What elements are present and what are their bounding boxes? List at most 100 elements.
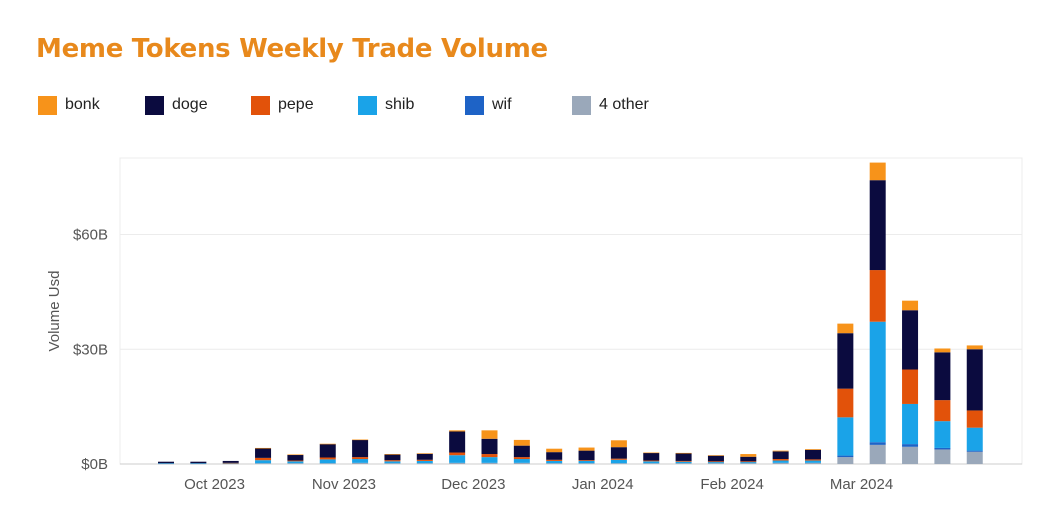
bar-segment-shib xyxy=(707,462,724,464)
bar-segment-shib xyxy=(837,417,854,456)
bar-segment-doge xyxy=(707,455,724,462)
bar-segment-doge xyxy=(578,450,595,461)
bar-segment-bonk xyxy=(513,439,530,446)
bar-segment-shib xyxy=(513,459,530,463)
bar-segment-bonk xyxy=(352,439,369,441)
bar-segment-pepe xyxy=(255,457,272,461)
bar-segment-doge xyxy=(902,310,919,370)
legend-item-doge[interactable]: doge xyxy=(145,94,208,116)
bar-segment-pepe xyxy=(287,460,304,462)
bar-segment-shib xyxy=(740,462,757,464)
bar-segment-bonk xyxy=(287,454,304,456)
bar-segment-shib xyxy=(902,403,919,445)
bar-segment-shib xyxy=(610,459,627,464)
bar-segment-bonk xyxy=(869,162,886,181)
bar-segment-doge xyxy=(675,453,692,461)
legend-label-wif: wif xyxy=(492,96,512,113)
bar-segment-doge xyxy=(805,449,821,460)
bar-segment-pepe xyxy=(513,457,530,460)
bar-segment-bonk xyxy=(319,443,336,445)
bar-segment-doge xyxy=(934,352,951,401)
bar-segment-other xyxy=(740,463,757,464)
bar-segment-pepe xyxy=(643,460,660,462)
bar-segment-bonk xyxy=(449,430,466,432)
bar-segment-bonk xyxy=(255,447,272,449)
bar-segment-pepe xyxy=(481,454,498,458)
bar-segment-doge xyxy=(416,453,433,460)
bar-segment-bonk xyxy=(546,448,563,453)
bar-segment-other xyxy=(158,463,174,465)
bar-segment-doge xyxy=(966,349,983,411)
legend-item-shib[interactable]: shib xyxy=(358,94,414,116)
bar-segment-doge xyxy=(384,454,401,461)
bar-segment-bonk xyxy=(837,323,854,334)
bar-segment-doge xyxy=(319,444,336,458)
x-tick-label: Mar 2024 xyxy=(830,476,893,493)
legend-swatch-bonk xyxy=(38,95,57,115)
legend-swatch-other xyxy=(572,95,591,115)
bar-segment-pepe xyxy=(416,459,433,461)
bar-segment-pepe xyxy=(449,452,466,456)
bar-segment-pepe xyxy=(707,461,724,463)
bar-segment-bonk xyxy=(966,345,983,350)
bar-segment-bonk xyxy=(578,447,595,451)
bar-segment-wif xyxy=(966,450,983,452)
bar-segment-other xyxy=(772,462,789,464)
legend-item-pepe[interactable]: pepe xyxy=(251,94,314,116)
x-tick-label: Jan 2024 xyxy=(572,476,634,493)
legend-item-bonk[interactable]: bonk xyxy=(38,94,100,116)
bar-segment-other xyxy=(481,462,498,464)
x-tick-label: Dec 2023 xyxy=(441,476,505,493)
bar-segment-other xyxy=(255,463,272,464)
bar-segment-bonk xyxy=(772,450,789,452)
bar-segment-wif xyxy=(934,447,951,450)
bar-segment-bonk xyxy=(902,300,919,311)
bar-segment-doge xyxy=(449,431,466,453)
legend-swatch-wif xyxy=(465,95,484,115)
bar-segment-pepe xyxy=(319,457,336,460)
legend-label-pepe: pepe xyxy=(278,96,314,113)
bar-segment-pepe xyxy=(222,462,239,464)
bar-segment-bonk xyxy=(610,440,627,448)
bar-segment-doge xyxy=(869,180,886,271)
bar-segment-shib xyxy=(416,460,433,464)
bar-segment-shib xyxy=(190,463,207,464)
bar-segment-bonk xyxy=(416,453,433,454)
bar-segment-other xyxy=(707,463,724,464)
bar-segment-doge xyxy=(740,456,757,462)
bar-segment-other xyxy=(934,449,951,464)
bar-segment-pepe xyxy=(805,459,821,461)
bar-segment-doge xyxy=(481,438,498,455)
bar-segment-shib xyxy=(643,461,660,464)
chart-legend: bonk doge pepe shib wif 4 other xyxy=(38,94,738,116)
bar-segment-shib xyxy=(449,455,466,463)
bar-segment-shib xyxy=(481,457,498,463)
bar-segment-pepe xyxy=(352,457,369,460)
bar-segment-doge xyxy=(772,451,789,460)
bar-segment-doge xyxy=(158,461,174,464)
bar-segment-bonk xyxy=(740,454,757,457)
legend-label-shib: shib xyxy=(385,96,415,113)
legend-item-wif[interactable]: wif xyxy=(465,94,512,116)
bar-segment-doge xyxy=(222,460,239,463)
legend-item-other[interactable]: 4 other xyxy=(572,94,649,116)
bar-segment-other xyxy=(837,457,854,464)
bar-segment-other xyxy=(319,463,336,464)
bar-segment-other xyxy=(966,451,983,464)
bar-segment-bonk xyxy=(481,430,498,439)
bar-segment-shib xyxy=(578,460,595,464)
bar-segment-pepe xyxy=(610,458,627,460)
x-tick-label: Nov 2023 xyxy=(312,476,376,493)
bar-segment-doge xyxy=(513,445,530,458)
y-tick-label: $60B xyxy=(73,227,108,244)
bar-segment-other xyxy=(675,463,692,464)
bar-segment-bonk xyxy=(643,452,660,454)
bar-segment-doge xyxy=(255,448,272,458)
bar-segment-pepe xyxy=(578,460,595,461)
bar-segment-doge xyxy=(190,461,207,464)
x-tick-label: Feb 2024 xyxy=(700,476,763,493)
bar-segment-other xyxy=(643,463,660,464)
bar-segment-shib xyxy=(869,321,886,443)
bar-segment-other xyxy=(384,463,401,464)
bar-segment-other xyxy=(610,463,627,464)
